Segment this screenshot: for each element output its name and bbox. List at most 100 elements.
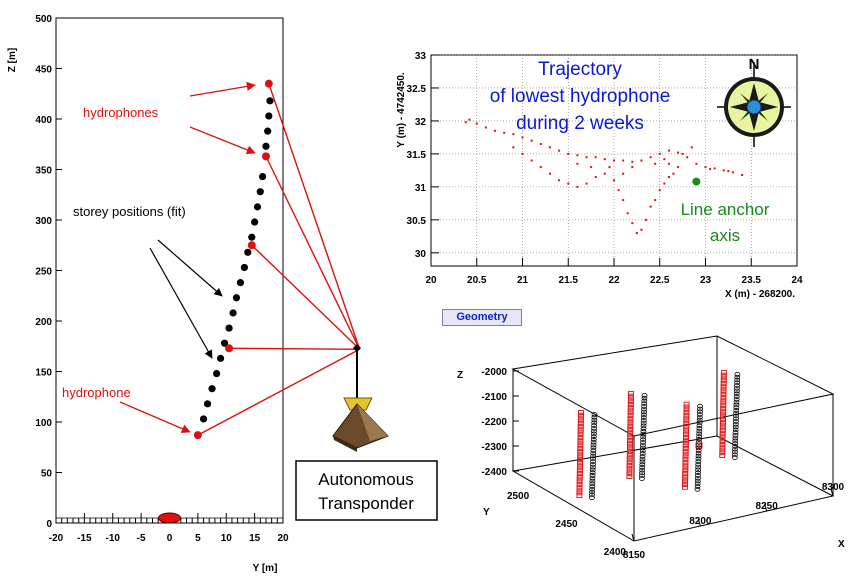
hydrophone-marker-3d	[576, 490, 583, 496]
hydrophone-marker-3d	[720, 369, 727, 375]
hydrophone-marker-3d	[577, 440, 584, 446]
y-tick-label: 2500	[507, 491, 530, 502]
storey-marker-3d	[696, 417, 703, 423]
trajectory-point	[622, 199, 625, 202]
hydrophone-point	[264, 79, 273, 88]
storey-marker-3d	[591, 428, 597, 434]
storey-marker-3d	[696, 434, 703, 440]
hydrophone-marker-3d	[577, 457, 584, 463]
storey-point	[248, 233, 256, 241]
storey-marker-3d	[697, 403, 704, 409]
storey-marker-3d	[695, 456, 702, 462]
hydrophone-marker-3d	[719, 447, 726, 453]
storey-marker-3d	[589, 467, 596, 473]
trajectory-point	[558, 179, 561, 182]
trajectory-point	[512, 146, 515, 149]
trajectory-point	[727, 170, 730, 173]
hydrophone-marker-3d	[682, 473, 689, 479]
storey-marker-3d	[640, 423, 647, 429]
storey-marker-3d	[694, 484, 701, 489]
trajectory-point	[631, 166, 634, 169]
storey-arrow-2	[149, 247, 213, 359]
trajectory-point	[640, 159, 643, 162]
y-tick-label: 31	[415, 183, 427, 194]
trajectory-point	[512, 133, 515, 136]
storey-marker-3d	[696, 425, 703, 431]
trajectory-point	[521, 136, 524, 139]
x-tick-label: 10	[221, 533, 233, 544]
hydrophone-marker-3d	[627, 438, 634, 443]
hydrophone-point	[225, 344, 234, 353]
y-tick-label: 2450	[555, 519, 578, 530]
storey-marker-3d	[641, 409, 647, 415]
trajectory-point	[640, 228, 643, 231]
storey-marker-3d	[591, 425, 597, 431]
y-tick-label: 0	[46, 519, 52, 530]
hydrophone-marker-3d	[627, 443, 633, 449]
storey-marker-3d	[695, 470, 701, 476]
trajectory-x-label: X (m) - 268200.	[725, 289, 795, 300]
hydrophone-marker-3d	[627, 418, 634, 424]
trajectory-title-2: of lowest hydrophone	[490, 86, 671, 107]
trajectory-point	[576, 154, 579, 157]
hydrophone-marker-3d	[682, 446, 689, 451]
x-tick-label: -15	[77, 533, 92, 544]
hydrophone-marker-3d	[682, 457, 689, 463]
transponder-label-line-2: Transponder	[318, 494, 414, 513]
hydrophone-marker-3d	[720, 394, 727, 400]
storey-marker-3d	[639, 470, 645, 476]
geometry-3d-plot: -2000 -2100 -2200 -2300 -2400 8150 8200 8250 830…	[457, 335, 845, 561]
storey-marker-3d	[733, 388, 740, 394]
hydrophone-marker-3d	[720, 417, 726, 422]
y-tick-label: 200	[35, 317, 52, 328]
hydrophone-marker-3d	[577, 415, 584, 421]
storey-marker-3d	[734, 383, 740, 388]
y-tick-label: 300	[35, 216, 52, 227]
y-tick-label: 150	[35, 368, 52, 379]
geometry-button[interactable]: Geometry	[442, 309, 522, 326]
storey-marker-3d	[589, 481, 596, 487]
acoustic-rays	[197, 83, 361, 436]
hydrophone-marker-3d	[577, 437, 584, 443]
storey-marker-3d	[591, 417, 598, 423]
trajectory-point	[704, 166, 707, 169]
storey-marker-3d	[639, 453, 646, 459]
hydrophone-marker-3d	[682, 448, 689, 454]
trajectory-point	[617, 189, 620, 192]
hydrophone-marker-3d	[719, 439, 726, 445]
x-tick-label: 8150	[623, 550, 646, 561]
storey-point	[266, 97, 274, 105]
storey-marker-3d	[697, 409, 703, 415]
hydrophone-marker-3d	[720, 414, 726, 420]
storey-point	[258, 172, 267, 181]
x-tick-label: 22.5	[650, 275, 670, 286]
hydrophone-marker-3d	[682, 451, 689, 457]
trajectory-point	[654, 162, 657, 165]
x-tick-label: 5	[195, 533, 201, 544]
hydrophone-marker-3d	[578, 412, 584, 418]
x-tick-label: 20.5	[467, 275, 487, 286]
hydrophone-marker-3d	[626, 457, 633, 463]
storey-marker-3d	[639, 448, 646, 454]
line-anchor-point	[692, 177, 701, 186]
storey-point	[256, 188, 264, 196]
storey-marker-3d	[590, 437, 597, 442]
storey-marker-3d	[640, 417, 647, 423]
storey-marker-3d	[590, 445, 597, 451]
storey-marker-3d	[733, 399, 740, 405]
storey-point	[236, 279, 245, 287]
hydrophone-marker-3d	[576, 484, 583, 490]
hydrophone-marker-3d	[627, 429, 634, 435]
storey-marker-3d	[732, 435, 739, 441]
y-tick-label: 400	[35, 115, 52, 126]
storey-marker-3d	[590, 461, 596, 467]
detector-lines	[576, 369, 741, 501]
hydrophone-marker-3d	[682, 479, 689, 485]
y-tick-label: 2400	[604, 547, 627, 558]
y-axis-ticks: 0 50 100 150 200 250 300 350 400 450 500	[35, 14, 62, 530]
hydrophone-marker-3d	[719, 419, 726, 425]
storey-marker-3d	[734, 374, 741, 380]
y-tick-label: 500	[35, 14, 52, 25]
hydrophone-marker-3d	[720, 378, 727, 384]
y-tick-label: 30	[415, 249, 427, 260]
